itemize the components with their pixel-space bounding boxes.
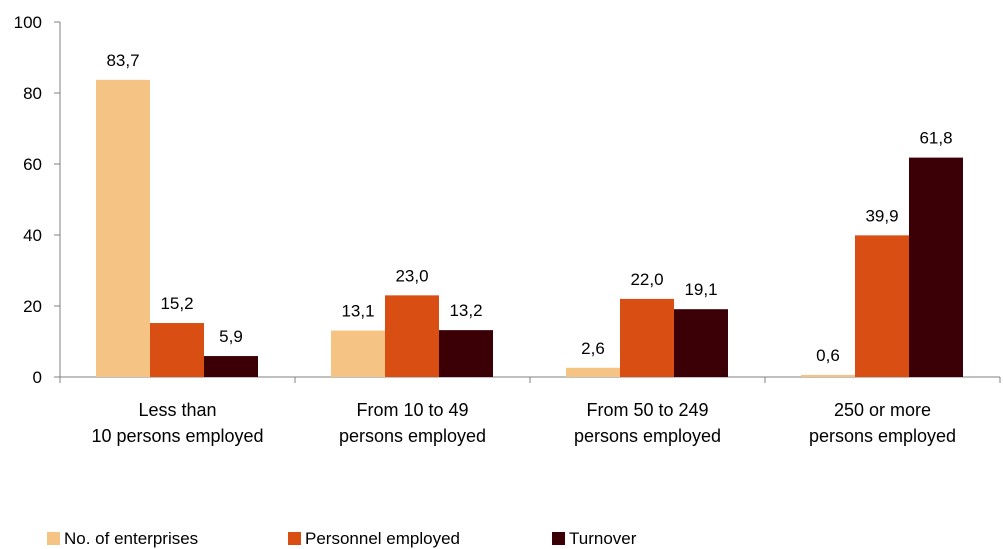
- category-label: persons employed: [339, 426, 486, 446]
- bar-turnover: [909, 157, 963, 377]
- y-tick-label: 100: [14, 13, 42, 32]
- y-tick-label: 20: [23, 297, 42, 316]
- bar-no-of-enterprises: [331, 330, 385, 377]
- bar-no-of-enterprises: [566, 367, 620, 377]
- legend-label: Turnover: [569, 529, 637, 548]
- category-label: persons employed: [809, 426, 956, 446]
- data-label: 15,2: [160, 294, 193, 313]
- bar-no-of-enterprises: [801, 374, 855, 377]
- bar-turnover: [204, 356, 258, 377]
- y-tick-label: 60: [23, 155, 42, 174]
- bar-turnover: [439, 330, 493, 377]
- data-label: 22,0: [630, 270, 663, 289]
- bars: [96, 79, 963, 378]
- data-label: 83,7: [106, 51, 139, 70]
- data-label: 23,0: [395, 266, 428, 285]
- legend: No. of enterprises Personnel employed Turn…: [47, 529, 637, 548]
- category-labels: Less than 10 persons employed From 10 to 4…: [91, 400, 956, 446]
- legend-label: Personnel employed: [305, 529, 460, 548]
- y-tick-label: 40: [23, 226, 42, 245]
- data-label: 61,8: [919, 129, 952, 148]
- data-label: 5,9: [219, 327, 243, 346]
- bar-personnel-employed: [855, 235, 909, 377]
- category-label: 250 or more: [834, 400, 931, 420]
- bar-personnel-employed: [150, 323, 204, 377]
- bar-turnover: [674, 309, 728, 377]
- legend-swatch: [47, 532, 60, 545]
- bar-personnel-employed: [385, 295, 439, 377]
- category-label: persons employed: [574, 426, 721, 446]
- category-label: 10 persons employed: [91, 426, 263, 446]
- legend-swatch: [552, 532, 565, 545]
- category-label: Less than: [138, 400, 216, 420]
- data-label: 2,6: [581, 339, 605, 358]
- bar-personnel-employed: [620, 298, 674, 377]
- data-label: 13,2: [449, 301, 482, 320]
- data-label: 39,9: [865, 206, 898, 225]
- legend-label: No. of enterprises: [64, 529, 198, 548]
- legend-swatch: [288, 532, 301, 545]
- data-label: 19,1: [684, 280, 717, 299]
- category-label: From 50 to 249: [586, 400, 708, 420]
- y-tick-label: 0: [33, 368, 42, 387]
- y-tick-label: 80: [23, 84, 42, 103]
- category-label: From 10 to 49: [356, 400, 468, 420]
- data-labels: 83,7 13,1 2,6 0,6 15,2 23,0 22,0 39,9 5,9 13,2 19,…: [106, 51, 952, 365]
- bar-no-of-enterprises: [96, 79, 150, 378]
- data-label: 0,6: [816, 346, 840, 365]
- data-label: 13,1: [341, 301, 374, 320]
